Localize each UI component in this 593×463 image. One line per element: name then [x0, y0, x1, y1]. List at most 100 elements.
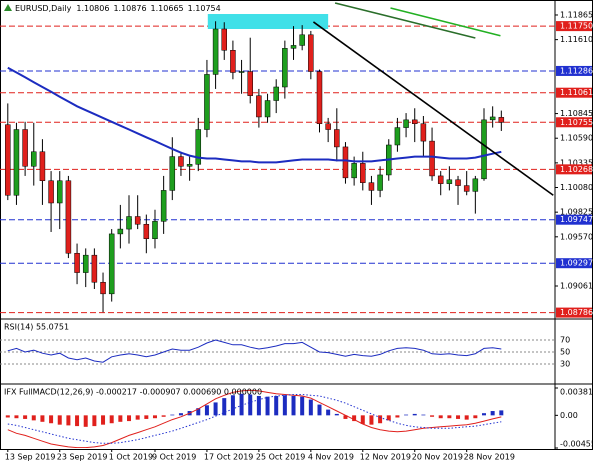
- macd-bar: [334, 413, 339, 416]
- macd-bar: [430, 415, 435, 417]
- symbol: EURUSD,Daily: [15, 4, 72, 13]
- level-label-box: [556, 258, 592, 269]
- frame: [0, 0, 593, 450]
- macd-bar: [300, 396, 305, 416]
- candle-body: [238, 71, 245, 73]
- macd-bar: [14, 415, 19, 419]
- moving-average: [7, 66, 502, 164]
- level-label-box: [556, 117, 592, 128]
- macd-line: [7, 389, 502, 448]
- candle-body: [481, 119, 487, 180]
- candle-body: [152, 221, 158, 239]
- candle-body: [48, 180, 54, 204]
- macd-bar: [222, 398, 227, 416]
- level-label-box: [556, 307, 592, 318]
- candle-body: [360, 163, 366, 183]
- candle-body: [489, 116, 496, 121]
- macd-bar: [118, 415, 123, 422]
- candle-body: [342, 146, 349, 179]
- macd-bar: [230, 395, 235, 416]
- rsi-line: [7, 339, 502, 363]
- macd-bar: [265, 396, 270, 416]
- rsi-tick-label: 30: [560, 360, 570, 369]
- macd-bar: [464, 415, 469, 420]
- macd-bar: [395, 415, 400, 418]
- level-label: 1.09297: [560, 259, 593, 268]
- y-tick-label: 1.10080: [560, 183, 593, 192]
- macd-bar: [438, 415, 443, 419]
- rsi-label: RSI(14) 55.0751: [4, 323, 69, 332]
- candle-body: [463, 185, 470, 192]
- macd-bar: [196, 408, 201, 416]
- macd-tick-label: 0.00: [560, 411, 578, 420]
- candle-body: [472, 178, 479, 192]
- chart-title: EURUSD,Daily 1.10806 1.10876 1.10665 1.10754: [15, 4, 221, 13]
- high: 1.10876: [113, 4, 146, 13]
- candle-body: [56, 180, 63, 204]
- macd-bar: [127, 415, 132, 422]
- candle-body: [273, 86, 279, 101]
- candle-body: [264, 100, 271, 118]
- candle-body: [195, 129, 202, 165]
- macd-bar: [308, 399, 313, 416]
- axes: 1.11865 1.11610 1.10845 1.10590 1.10335 1.100…: [5, 10, 593, 461]
- candle-body: [429, 140, 435, 177]
- open: 1.10806: [76, 4, 109, 13]
- macd-bar: [499, 410, 504, 416]
- macd-bar: [161, 415, 166, 417]
- candle-body: [22, 129, 28, 167]
- candle-body: [82, 254, 89, 273]
- y-tick-label: 1.10335: [560, 158, 593, 167]
- macd-bar: [352, 415, 357, 422]
- macd-bar: [421, 414, 426, 416]
- macd-signal: [7, 394, 502, 444]
- candle-body: [411, 119, 418, 124]
- macd-label: IFX FullMACD(12,26,9) -0.000217 -0.00090…: [4, 388, 262, 397]
- candle-body: [316, 71, 323, 124]
- macd-bar: [456, 415, 461, 419]
- macd-bar: [378, 415, 383, 424]
- level-label-box: [556, 214, 592, 225]
- candle-body: [368, 182, 375, 191]
- candle-body: [74, 252, 80, 273]
- y-tick-label: 1.09570: [560, 232, 593, 241]
- macd-bar: [412, 413, 417, 416]
- trend-line: [312, 21, 554, 196]
- title-background: [2, 2, 212, 14]
- x-tick-label: 25 Oct 2019: [256, 453, 305, 462]
- x-tick-label: 17 Oct 2019: [204, 453, 253, 462]
- macd-bar: [92, 415, 97, 427]
- macd-tick-label: 0.003811: [560, 388, 593, 397]
- candle-body: [91, 254, 98, 283]
- candle-body: [437, 175, 444, 184]
- macd-bar: [152, 415, 157, 419]
- macd-bar: [101, 415, 106, 425]
- macd-bar: [144, 415, 149, 419]
- candle-body: [186, 164, 193, 167]
- macd-bar: [239, 393, 244, 416]
- macd-bar: [135, 415, 140, 420]
- level-label-box: [556, 164, 592, 175]
- macd-bar: [23, 415, 28, 419]
- candle-body: [117, 228, 124, 235]
- candle-body: [31, 151, 37, 167]
- macd-bar: [170, 414, 175, 416]
- symbol-icon: [4, 4, 12, 11]
- level-label-box: [556, 21, 592, 32]
- macd-bar: [75, 415, 80, 427]
- candle-body: [351, 163, 357, 179]
- candle-body: [178, 156, 184, 167]
- x-tick-label: 12 Nov 2019: [360, 453, 411, 462]
- candle-body: [39, 151, 46, 181]
- candle-body: [498, 117, 505, 123]
- y-tick-label: 1.09061: [560, 282, 593, 291]
- candle-body: [169, 156, 176, 191]
- candle-body: [377, 174, 383, 191]
- candle-body: [256, 95, 262, 118]
- level-label-box: [556, 87, 592, 98]
- candle-body: [403, 119, 409, 128]
- low: 1.10665: [151, 4, 184, 13]
- macd-bar: [204, 405, 209, 416]
